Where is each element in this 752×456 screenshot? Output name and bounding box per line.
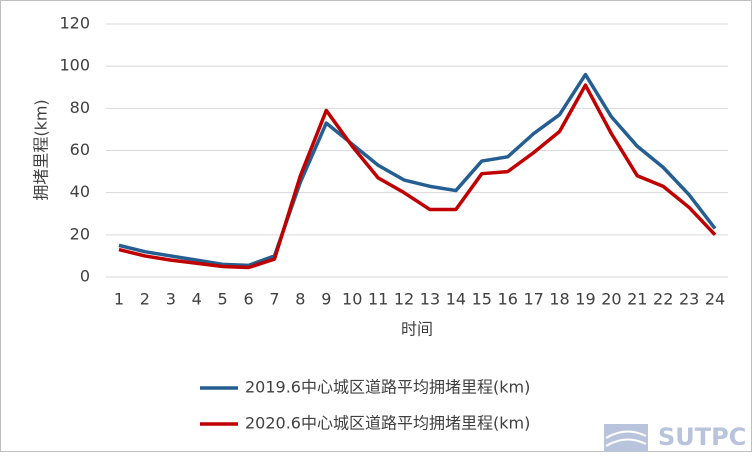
x-tick-label: 19 (575, 290, 595, 309)
x-tick-label: 18 (549, 290, 569, 309)
x-tick-label: 13 (420, 290, 440, 309)
y-tick-label: 120 (59, 14, 90, 33)
x-tick-label: 16 (498, 290, 518, 309)
x-tick-label: 4 (192, 290, 202, 309)
x-tick-label: 8 (295, 290, 305, 309)
x-tick-label: 14 (446, 290, 466, 309)
y-tick-label: 80 (70, 98, 90, 117)
x-tick-label: 17 (523, 290, 543, 309)
x-axis-label: 时间 (401, 320, 433, 339)
x-tick-label: 12 (394, 290, 414, 309)
x-tick-label: 23 (679, 290, 699, 309)
y-tick-label: 0 (80, 267, 90, 286)
x-tick-label: 22 (653, 290, 673, 309)
series-line (118, 72, 717, 268)
x-tick-label: 6 (243, 290, 253, 309)
x-tick-label: 7 (269, 290, 279, 309)
y-tick-label: 40 (70, 182, 90, 201)
x-tick-label: 5 (218, 290, 228, 309)
x-tick-label: 11 (368, 290, 388, 309)
y-tick-label: 20 (70, 224, 90, 243)
series-line (118, 83, 717, 270)
x-tick-label: 2 (140, 290, 150, 309)
x-tick-label: 10 (342, 290, 362, 309)
legend-label: 2019.6中心城区道路平均拥堵里程(km) (245, 378, 530, 397)
y-tick-label: 60 (70, 140, 90, 159)
x-tick-label: 3 (166, 290, 176, 309)
x-tick-label: 1 (114, 290, 124, 309)
y-tick-label: 100 (59, 56, 90, 75)
x-tick-label: 9 (321, 290, 331, 309)
watermark: SUTPC (658, 423, 746, 451)
x-tick-label: 21 (627, 290, 647, 309)
y-axis-label: 拥堵里程(km) (32, 99, 51, 200)
watermark-logo (604, 424, 648, 452)
legend-label: 2020.6中心城区道路平均拥堵里程(km) (245, 414, 530, 433)
x-tick-label: 20 (601, 290, 621, 309)
x-tick-label: 15 (472, 290, 492, 309)
x-tick-label: 24 (705, 290, 725, 309)
